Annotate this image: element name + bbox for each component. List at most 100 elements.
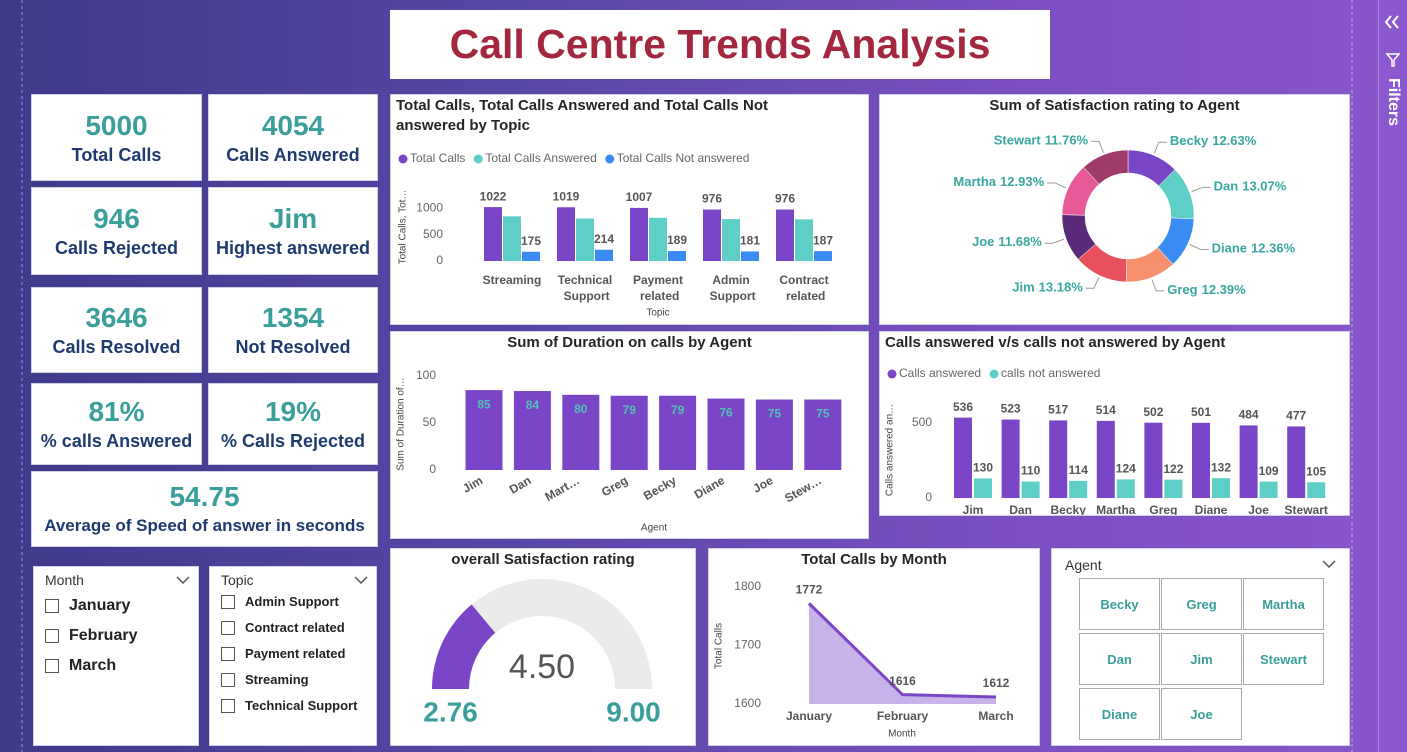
checkbox[interactable] — [45, 629, 59, 643]
data-label: 976 — [702, 192, 722, 206]
slicer-title: Agent — [1065, 557, 1102, 573]
data-label: 536 — [953, 400, 973, 414]
checkbox[interactable] — [221, 672, 235, 687]
area-line — [807, 602, 997, 699]
slice-name: Diane — [1212, 241, 1247, 256]
kpi-label: % Calls Rejected — [220, 431, 366, 451]
kpi-value: Jim — [268, 203, 318, 234]
bar — [814, 251, 832, 261]
chart-panel: 0500AgentCalls answered an…Calls answere… — [879, 331, 1350, 516]
y-tick-label: 0 — [436, 253, 443, 267]
filters-pane[interactable]: Filters — [1378, 0, 1407, 752]
chart: 4.50 2.76 9.00 — [423, 579, 661, 727]
data-label: 484 — [1239, 408, 1259, 422]
kpi-card: 54.75 Average of Speed of answer in secon… — [31, 471, 378, 547]
chart-title: overall Satisfaction rating — [451, 551, 635, 568]
dropdown-icon[interactable] — [1322, 559, 1336, 569]
legend-label: Calls answered — [899, 366, 981, 380]
slice-value: 12.39% — [1202, 282, 1247, 297]
bar — [484, 207, 502, 261]
area-fill — [809, 603, 996, 704]
y-axis-title: Sum of Duration of… — [396, 377, 407, 470]
legend-marker — [989, 369, 999, 379]
agent-button[interactable]: Martha — [1243, 578, 1324, 630]
bar — [707, 398, 745, 470]
x-tick-label: Streaming — [483, 273, 542, 287]
filters-label: Filters — [1385, 78, 1402, 127]
agent-button[interactable]: Stewart — [1243, 633, 1324, 685]
chart-title: Total Calls by Month — [801, 551, 947, 568]
kpi-label: Calls Answered — [226, 144, 360, 165]
slicer-item: February — [45, 627, 137, 645]
slicer-item: Payment related — [221, 646, 345, 661]
chart: 0 500 1000 Topic Total Calls, Tot… Total Call… — [398, 151, 834, 318]
chevron — [354, 576, 368, 585]
x-tick-label: Martha — [1096, 503, 1136, 515]
kpi-card: 4054 Calls Answered — [208, 94, 378, 181]
data-label: 79 — [623, 403, 637, 417]
agent-button[interactable]: Jim — [1161, 633, 1242, 685]
x-tick-label: Becky — [641, 473, 679, 503]
slice-name: Becky — [1170, 134, 1209, 149]
agent-button[interactable]: Joe — [1161, 688, 1242, 740]
agent-button[interactable]: Greg — [1161, 578, 1242, 630]
x-tick-label: Contract related — [779, 273, 828, 303]
kpi-card: 946 Calls Rejected — [31, 187, 202, 275]
x-tick-label: Joe — [1248, 503, 1269, 515]
leader-line — [1047, 182, 1067, 189]
x-tick-label: Greg — [1149, 503, 1177, 515]
y-tick-label: 1700 — [734, 638, 761, 652]
bar — [1144, 422, 1163, 498]
slice-label: Becky 12.63% — [1170, 134, 1257, 149]
kpi-value: 54.75 — [169, 481, 240, 512]
data-label: 502 — [1143, 405, 1163, 419]
dropdown-icon[interactable] — [354, 575, 368, 585]
data-label: 175 — [521, 234, 541, 248]
data-label: 477 — [1286, 409, 1306, 423]
slicer-item: January — [45, 597, 130, 615]
data-label: 1616 — [889, 674, 916, 688]
data-label: 124 — [1116, 462, 1136, 476]
y-tick-label: 500 — [423, 227, 443, 241]
legend-label: Total Calls — [410, 151, 465, 165]
kpi-value: 81% — [88, 396, 145, 427]
data-label: 1022 — [480, 189, 507, 203]
agent-button[interactable]: Diane — [1079, 688, 1160, 740]
checkbox[interactable] — [221, 646, 235, 661]
kpi-value: 19% — [264, 396, 322, 427]
slice-value: 13.07% — [1242, 179, 1287, 194]
title-box: Call Centre Trends Analysis — [390, 10, 1050, 79]
data-label: 514 — [1096, 403, 1116, 417]
checkbox[interactable] — [45, 599, 59, 613]
data-label: 187 — [813, 233, 833, 247]
legend-label: Total Calls Answered — [485, 151, 596, 165]
checkbox[interactable] — [45, 659, 59, 673]
slice-name: Martha — [953, 174, 996, 189]
collapse-icon[interactable] — [1384, 15, 1399, 29]
chart-panel: 1600 1700 1800 Month Total Calls 1772 January 1… — [708, 548, 1040, 746]
chart-panel: Becky 12.63% Dan 13.07% Diane 12.36% Greg 12.39… — [879, 94, 1350, 325]
slice-label: Dan 13.07% — [1214, 179, 1287, 194]
checkbox[interactable] — [221, 620, 235, 635]
legend-marker — [887, 369, 897, 379]
bar — [1287, 426, 1306, 498]
x-tick-label: Admin Support — [706, 273, 755, 303]
checkbox[interactable] — [221, 594, 235, 609]
slicer-item-label: February — [69, 627, 138, 644]
slice-label: Greg 12.39% — [1167, 282, 1246, 297]
agent-button[interactable]: Dan — [1079, 633, 1160, 685]
bar — [1096, 420, 1115, 498]
x-tick-label: Becky — [1051, 503, 1087, 515]
dropdown-icon[interactable] — [176, 575, 190, 585]
data-label: 114 — [1069, 463, 1089, 477]
slicer-title: Topic — [221, 572, 254, 588]
agent-button[interactable]: Becky — [1079, 578, 1160, 630]
checkbox[interactable] — [221, 698, 235, 713]
bar — [1259, 481, 1278, 498]
bar — [1049, 420, 1068, 498]
slice-value: 13.18% — [1039, 280, 1084, 295]
bar — [513, 391, 551, 470]
